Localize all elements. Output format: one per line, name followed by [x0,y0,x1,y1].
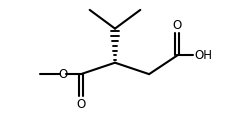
Text: O: O [76,98,85,111]
Text: O: O [58,68,68,81]
Text: OH: OH [193,49,211,62]
Text: O: O [172,19,181,32]
